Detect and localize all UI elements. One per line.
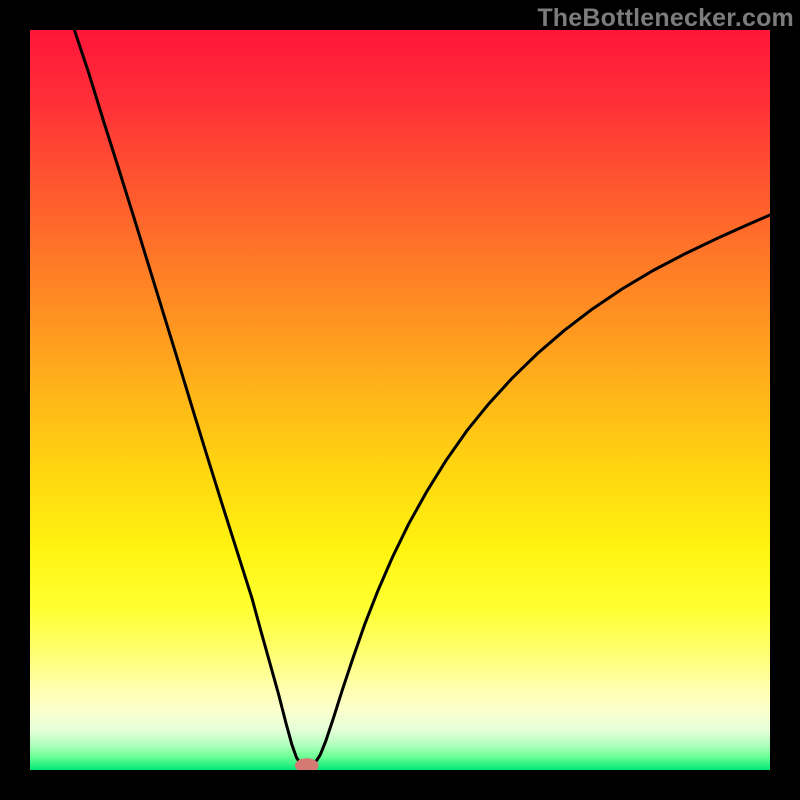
plot-gradient-background (30, 30, 770, 770)
figure-root: TheBottlenecker.com (0, 0, 800, 800)
bottleneck-plot (30, 30, 770, 770)
watermark-text: TheBottlenecker.com (537, 4, 794, 33)
